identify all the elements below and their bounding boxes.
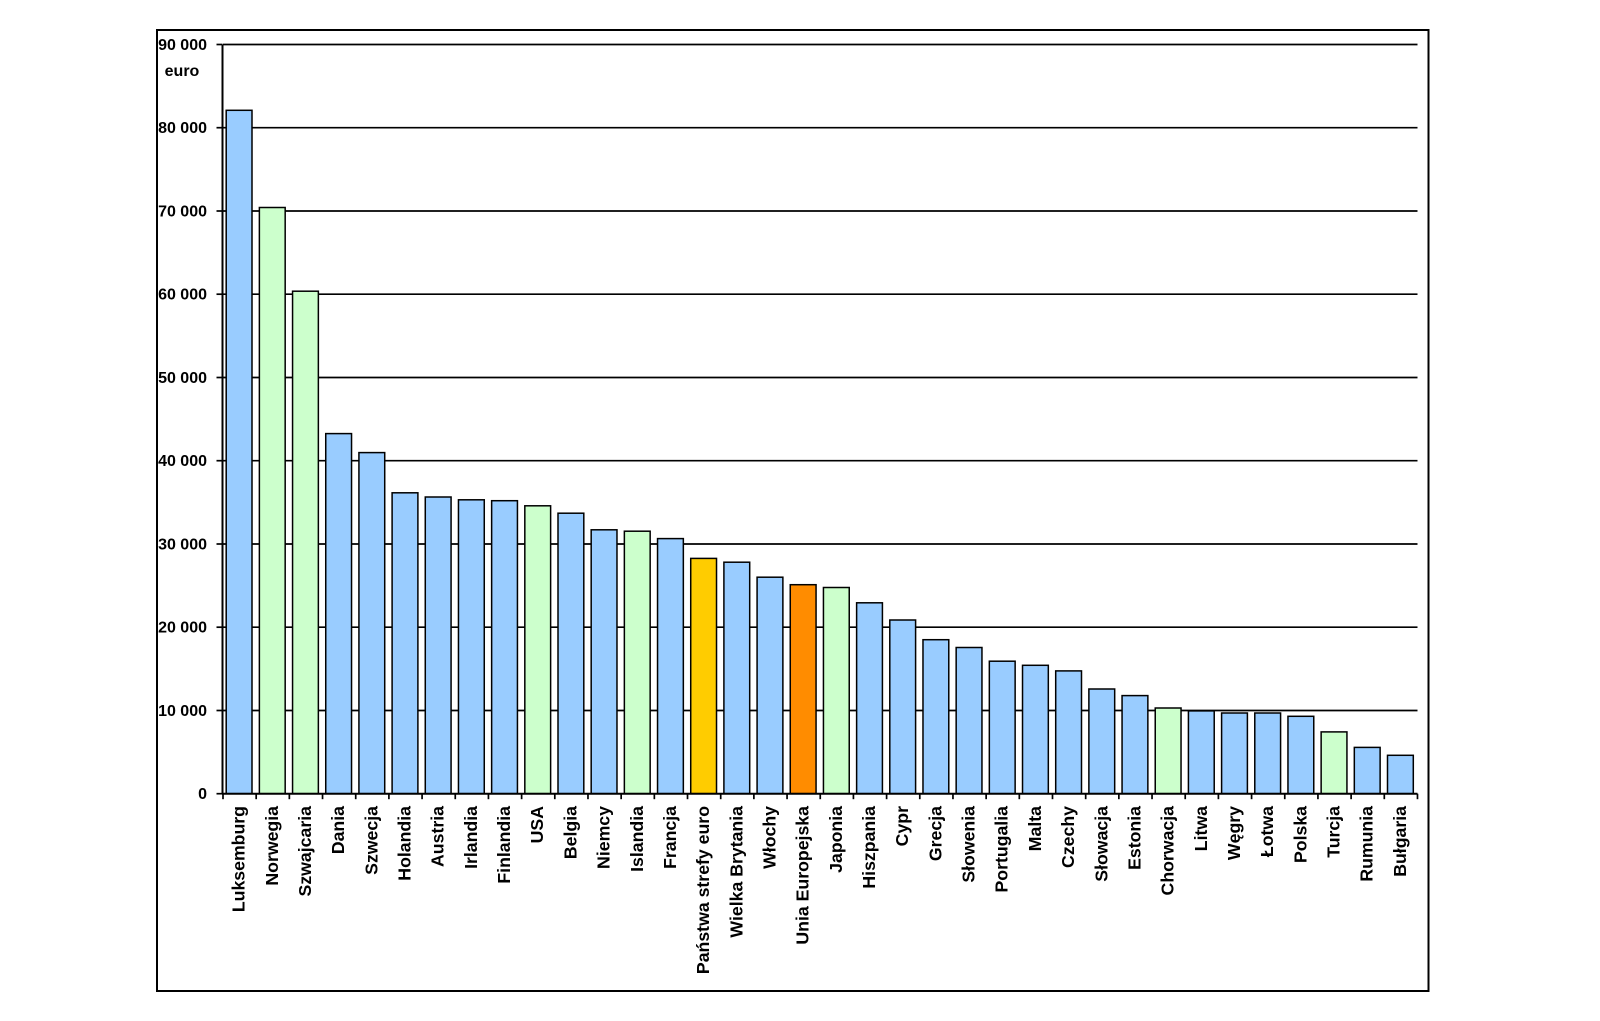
svg-text:Finlandia: Finlandia [494, 806, 514, 884]
svg-text:Belgia: Belgia [560, 806, 580, 859]
svg-text:Hiszpania: Hiszpania [859, 806, 879, 889]
svg-text:40 000: 40 000 [158, 453, 207, 470]
svg-text:0: 0 [198, 786, 207, 803]
svg-text:Szwajcaria: Szwajcaria [295, 806, 315, 897]
svg-text:Dania: Dania [328, 806, 348, 854]
svg-text:Irlandia: Irlandia [461, 806, 481, 869]
svg-text:Japonia: Japonia [826, 806, 846, 873]
svg-text:Węgry: Węgry [1224, 806, 1244, 860]
svg-text:Bułgaria: Bułgaria [1390, 806, 1410, 877]
svg-text:Słowacja: Słowacja [1091, 806, 1111, 882]
svg-text:Luksemburg: Luksemburg [229, 806, 249, 912]
svg-text:Portugalia: Portugalia [992, 806, 1012, 893]
svg-text:Litwa: Litwa [1191, 806, 1211, 851]
svg-text:60 000: 60 000 [158, 287, 207, 304]
svg-text:Państwa strefy euro: Państwa strefy euro [693, 806, 713, 974]
svg-text:euro: euro [165, 63, 200, 80]
svg-text:Islandia: Islandia [627, 806, 647, 872]
svg-text:Francja: Francja [660, 806, 680, 869]
svg-text:Malta: Malta [1025, 806, 1045, 851]
svg-text:30 000: 30 000 [158, 537, 207, 554]
svg-text:Czechy: Czechy [1058, 806, 1078, 868]
svg-text:50 000: 50 000 [158, 370, 207, 387]
svg-text:80 000: 80 000 [158, 120, 207, 137]
svg-text:90 000: 90 000 [158, 37, 207, 54]
svg-text:USA: USA [527, 806, 547, 844]
svg-text:10 000: 10 000 [158, 703, 207, 720]
svg-text:Norwegia: Norwegia [262, 806, 282, 886]
svg-text:Szwecja: Szwecja [361, 806, 381, 875]
svg-text:70 000: 70 000 [158, 204, 207, 221]
svg-text:Łotwa: Łotwa [1257, 806, 1277, 857]
svg-text:Słowenia: Słowenia [959, 806, 979, 883]
svg-text:Rumunia: Rumunia [1357, 806, 1377, 882]
svg-text:Włochy: Włochy [759, 806, 779, 869]
svg-text:Austria: Austria [428, 806, 448, 867]
svg-text:Polska: Polska [1290, 806, 1310, 863]
svg-text:Chorwacja: Chorwacja [1158, 806, 1178, 896]
svg-text:Turcja: Turcja [1324, 806, 1344, 858]
svg-text:Cypr: Cypr [892, 806, 912, 846]
svg-text:Holandia: Holandia [394, 806, 414, 881]
svg-text:Unia Europejska: Unia Europejska [793, 806, 813, 945]
svg-text:Niemcy: Niemcy [594, 806, 614, 869]
svg-text:Grecja: Grecja [925, 806, 945, 861]
svg-text:20 000: 20 000 [158, 620, 207, 637]
svg-text:Estonia: Estonia [1124, 806, 1144, 870]
svg-text:Wielka Brytania: Wielka Brytania [726, 806, 746, 938]
